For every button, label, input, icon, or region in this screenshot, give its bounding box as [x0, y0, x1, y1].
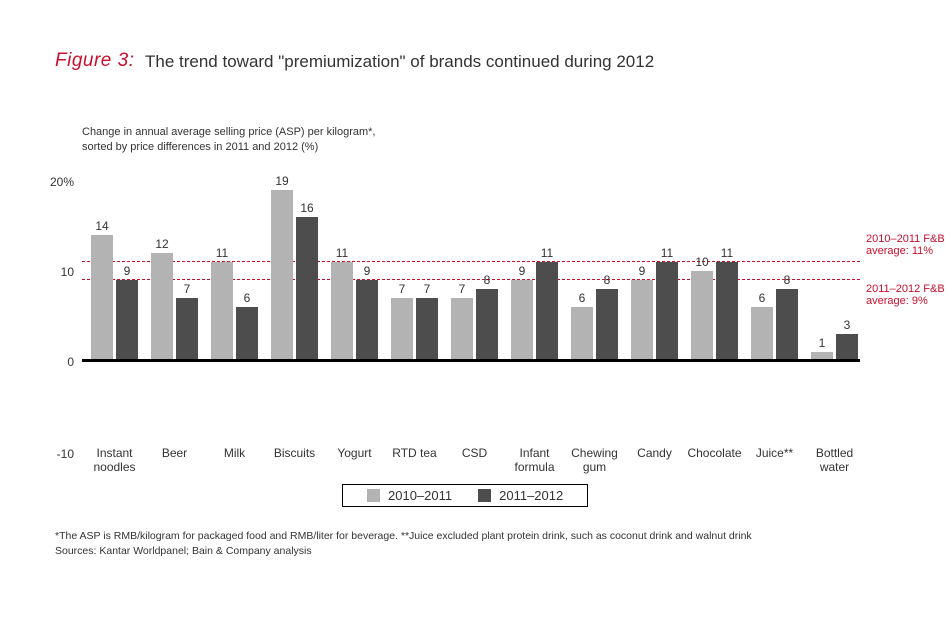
- bar-value-label: 14: [91, 219, 113, 233]
- category-label: Juice**: [744, 447, 805, 461]
- bar-value-label: 11: [656, 246, 678, 260]
- category-label: Biscuits: [264, 447, 325, 461]
- category-label: Yogurt: [324, 447, 385, 461]
- legend: 2010–2011 2011–2012: [342, 484, 588, 507]
- bar: [631, 280, 653, 361]
- bar: [716, 262, 738, 361]
- bar-value-label: 9: [511, 264, 533, 278]
- bar-chart: 01020%2010–2011 F&Baverage: 11%2011–2012…: [82, 181, 860, 361]
- bar-value-label: 11: [536, 246, 558, 260]
- bar-value-label: 7: [416, 282, 438, 296]
- chart-subtitle-line1: Change in annual average selling price (…: [82, 126, 376, 138]
- category-label: RTD tea: [384, 447, 445, 461]
- bar: [271, 190, 293, 361]
- y-axis-tick: 20%: [50, 175, 74, 189]
- y-axis-tick-neg: -10: [57, 447, 74, 461]
- category-label: Infantformula: [504, 447, 565, 475]
- bar: [296, 217, 318, 361]
- bar: [91, 235, 113, 361]
- x-axis-baseline: [82, 359, 860, 362]
- category-label: Beer: [144, 447, 205, 461]
- bar-value-label: 3: [836, 318, 858, 332]
- bar: [511, 280, 533, 361]
- bar-value-label: 8: [776, 273, 798, 287]
- legend-swatch: [478, 489, 491, 502]
- bar: [356, 280, 378, 361]
- y-axis-tick: 0: [67, 355, 74, 369]
- bar-value-label: 1: [811, 336, 833, 350]
- reference-line: [82, 261, 860, 262]
- category-label: Bottledwater: [804, 447, 865, 475]
- legend-item: 2010–2011: [367, 488, 452, 503]
- reference-annotation: 2010–2011 F&Baverage: 11%: [866, 233, 950, 258]
- bar-value-label: 7: [176, 282, 198, 296]
- bar: [536, 262, 558, 361]
- chart-subtitle-line2: sorted by price differences in 2011 and …: [82, 141, 318, 153]
- legend-label: 2010–2011: [388, 488, 452, 503]
- bar: [571, 307, 593, 361]
- bar-value-label: 8: [476, 273, 498, 287]
- bar-value-label: 16: [296, 201, 318, 215]
- bar-value-label: 11: [211, 246, 233, 260]
- bar: [416, 298, 438, 361]
- bar: [451, 298, 473, 361]
- reference-line: [82, 279, 860, 280]
- bar-value-label: 7: [391, 282, 413, 296]
- bar: [151, 253, 173, 361]
- bar-value-label: 6: [571, 291, 593, 305]
- y-axis-tick: 10: [61, 265, 74, 279]
- bar: [331, 262, 353, 361]
- bar: [476, 289, 498, 361]
- bar: [691, 271, 713, 361]
- category-label: Chewinggum: [564, 447, 625, 475]
- legend-label: 2011–2012: [499, 488, 563, 503]
- bar-value-label: 6: [751, 291, 773, 305]
- bar: [751, 307, 773, 361]
- bar: [236, 307, 258, 361]
- reference-annotation: 2011–2012 F&Baverage: 9%: [866, 283, 950, 308]
- bar-value-label: 7: [451, 282, 473, 296]
- bar-value-label: 8: [596, 273, 618, 287]
- category-label: Instantnoodles: [84, 447, 145, 475]
- category-label: Chocolate: [684, 447, 745, 461]
- bar: [391, 298, 413, 361]
- bar: [211, 262, 233, 361]
- bar-value-label: 12: [151, 237, 173, 251]
- bar: [836, 334, 858, 361]
- footnote-line2: Sources: Kantar Worldpanel; Bain & Compa…: [55, 545, 312, 558]
- bar: [656, 262, 678, 361]
- figure-label: Figure 3:: [55, 50, 134, 72]
- category-label: Milk: [204, 447, 265, 461]
- legend-swatch: [367, 489, 380, 502]
- footnote-line1: *The ASP is RMB/kilogram for packaged fo…: [55, 530, 752, 543]
- figure-title: The trend toward "premiumization" of bra…: [145, 52, 654, 72]
- bar-value-label: 19: [271, 174, 293, 188]
- category-label: Candy: [624, 447, 685, 461]
- category-label: CSD: [444, 447, 505, 461]
- bar-value-label: 11: [716, 246, 738, 260]
- bar: [116, 280, 138, 361]
- bar-value-label: 11: [331, 246, 353, 260]
- legend-item: 2011–2012: [478, 488, 563, 503]
- bar-value-label: 9: [631, 264, 653, 278]
- bar-value-label: 6: [236, 291, 258, 305]
- bar: [176, 298, 198, 361]
- bar-value-label: 9: [116, 264, 138, 278]
- bar: [596, 289, 618, 361]
- bar-value-label: 9: [356, 264, 378, 278]
- bar-value-label: 10: [691, 255, 713, 269]
- bar: [776, 289, 798, 361]
